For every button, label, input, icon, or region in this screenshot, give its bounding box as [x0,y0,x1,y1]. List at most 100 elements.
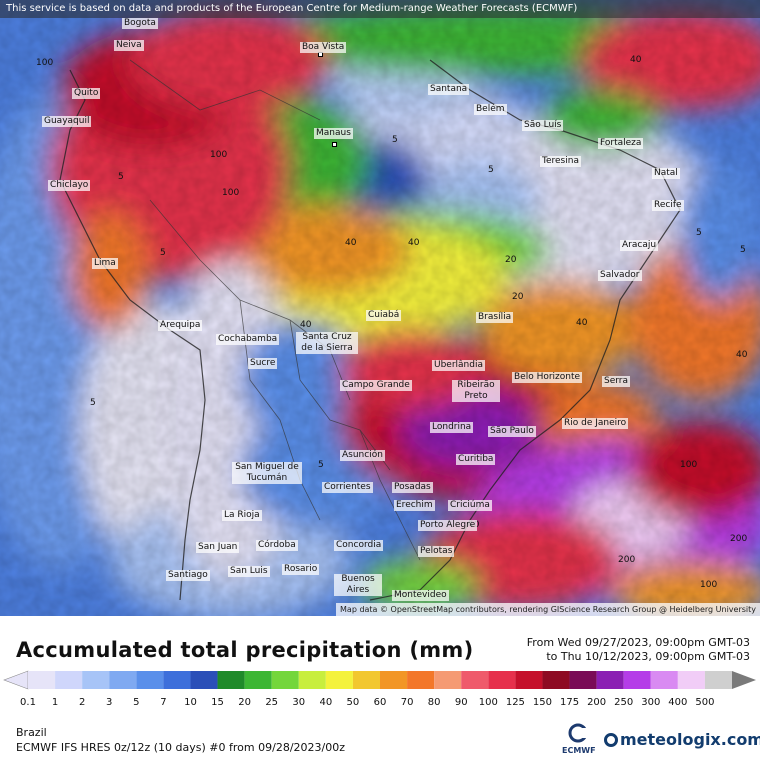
meteologix-logo[interactable]: meteologix.com [604,730,760,749]
city-label: San Luis [228,566,270,577]
scale-tick-label: 0.1 [20,697,36,708]
city-label: Belo Horizonte [512,372,583,383]
city-label: San Miguel de Tucumán [232,462,302,484]
scale-swatch [163,671,191,689]
scale-tick-label: 200 [587,697,606,708]
scale-tick-label: 5 [133,697,139,708]
city-label: Sucre [248,358,278,369]
scale-swatch [515,671,543,689]
data-attribution: This service is based on data and produc… [0,0,760,18]
scale-tick-label: 90 [455,697,468,708]
city-label: Santana [428,84,470,95]
city-label: Criciúma [448,500,492,511]
contour-label: 200 [618,555,636,565]
city-label: Quito [72,88,101,99]
scale-swatch [271,671,299,689]
scale-swatch [217,671,245,689]
scale-tick-label: 15 [211,697,224,708]
color-scale: 0.1 1 2 3 5 7 10 15 20 25 30 40 50 60 70 80 90 100 125 150 1… [3,670,756,708]
city-label: Teresina [540,156,581,167]
contour-label: 40 [408,238,420,248]
scale-tick-label: 3 [106,697,112,708]
precipitation-map[interactable]: This service is based on data and produc… [0,0,760,620]
scale-tick-label: 40 [319,697,332,708]
city-label: Lima [92,258,118,269]
city-label: Salvador [598,270,642,281]
ecmwf-logo [568,723,588,743]
scale-swatch [136,671,164,689]
scale-swatch [380,671,408,689]
contour-label: 5 [118,172,124,182]
city-label: Guayaquil [42,116,92,127]
period-to: to Thu 10/12/2023, 09:00pm GMT-03 [546,650,750,663]
scale-swatch [434,671,462,689]
city-label: Chiclayo [48,180,91,191]
scale-swatch [596,671,624,689]
city-label: Asunción [340,450,385,461]
scale-tick-label: 300 [641,697,660,708]
map-attribution: Map data © OpenStreetMap contributors, r… [336,603,760,616]
scale-tick-label: 500 [695,697,714,708]
contour-label: 5 [318,460,324,470]
scale-tick-label: 60 [374,697,387,708]
contour-label: 5 [740,245,746,255]
city-label: São Paulo [488,426,536,437]
scale-swatch [407,671,435,689]
scale-arrow-left [3,670,29,690]
scale-tick-label: 125 [506,697,525,708]
meteologix-text: meteologix.com [620,730,760,749]
scale-tick-label: 150 [533,697,552,708]
scale-swatch [623,671,651,689]
city-label: Porto Alegre [418,520,478,531]
scale-swatch [677,671,705,689]
scale-swatch [569,671,597,689]
contour-label: 40 [300,320,312,330]
city-label: Natal [652,168,680,179]
city-label: Campo Grande [340,380,412,391]
scale-tick-label: 1 [52,697,58,708]
contour-label: 5 [696,228,702,238]
city-label: Curitiba [456,454,496,465]
scale-swatch [542,671,570,689]
scale-tick-label: 80 [428,697,441,708]
scale-tick-label: 2 [79,697,85,708]
contour-label: 100 [222,188,240,198]
scale-swatch [325,671,353,689]
city-label: Buenos Aires [334,574,382,596]
contour-label: 40 [576,318,588,328]
contour-label: 5 [392,135,398,145]
scale-swatch [461,671,489,689]
city-label: Santiago [166,570,210,581]
scale-tick-label: 175 [560,697,579,708]
contour-label: 5 [488,165,494,175]
city-label: San Juan [196,542,240,553]
city-label: Erechim [394,500,435,511]
city-label: Arequipa [158,320,203,331]
city-label: Boa Vista [300,42,347,53]
city-label: Pelotas [418,546,455,557]
city-marker [332,142,337,147]
scale-swatch [298,671,326,689]
city-label: Corrientes [322,482,373,493]
ecmwf-label: ECMWF [562,746,596,755]
city-label: Posadas [392,482,433,493]
city-label: Uberlândia [432,360,485,371]
scale-tick-label: 7 [160,697,166,708]
legend-title: Accumulated total precipitation (mm) [16,638,474,662]
city-label: Montevideo [392,590,449,601]
contour-label: 100 [36,58,54,68]
scale-tick-label: 400 [668,697,687,708]
contour-label: 100 [680,460,698,470]
scale-swatch [28,671,56,689]
city-label: São Luís [522,120,564,131]
region-label: Brazil [16,726,47,739]
country-borders [129,59,421,561]
map-canvas [0,0,760,620]
scale-arrow-right [732,671,756,689]
city-label: Neiva [114,40,144,51]
scale-swatch [352,671,380,689]
scale-tick-label: 250 [614,697,633,708]
scale-tick-label: 20 [238,697,251,708]
scale-tick-label: 50 [347,697,360,708]
contour-label: 40 [345,238,357,248]
